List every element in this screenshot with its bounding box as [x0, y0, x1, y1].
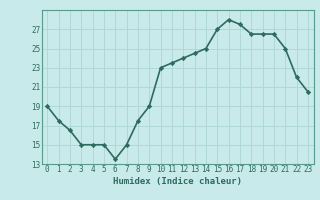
X-axis label: Humidex (Indice chaleur): Humidex (Indice chaleur): [113, 177, 242, 186]
